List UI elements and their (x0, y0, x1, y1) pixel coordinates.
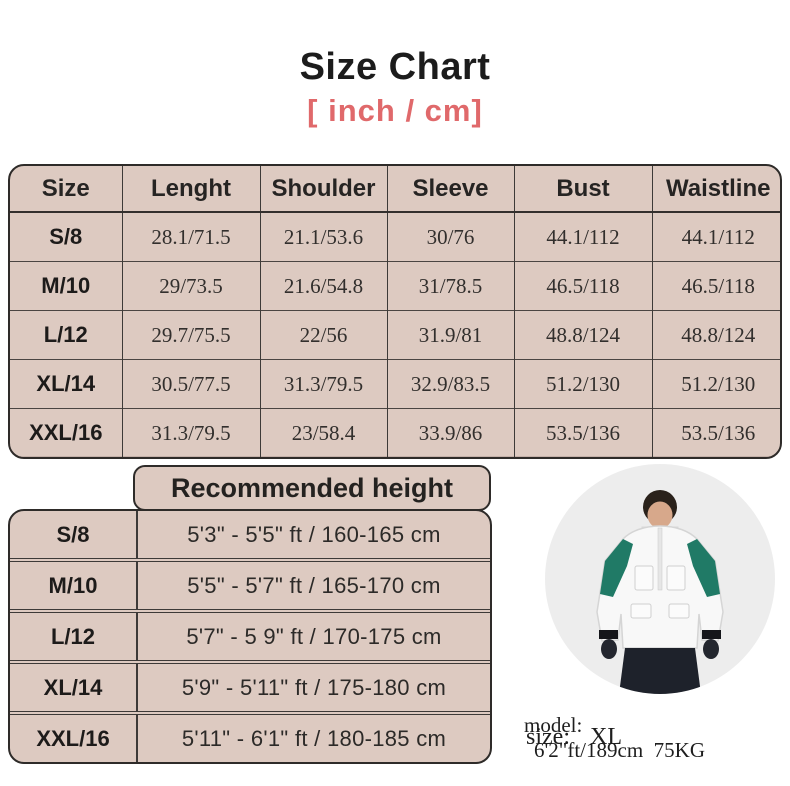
table-row: XL/14 5'9" - 5'11" ft / 175-180 cm (10, 662, 490, 713)
shoulder-cell: 22/56 (260, 310, 388, 360)
sleeve-cell: 31/78.5 (387, 261, 515, 311)
column-header-waistline: Waistline (666, 174, 771, 202)
bust-cell: 44.1/112 (514, 212, 653, 262)
table-row: S/8 28.1/71.5 21.1/53.6 30/76 44.1/112 4… (10, 212, 780, 262)
table-row: XL/14 30.5/77.5 31.3/79.5 32.9/83.5 51.2… (10, 359, 780, 409)
height-cell: 5'9" - 5'11" ft / 175-180 cm (181, 674, 447, 700)
waistline-cell: 46.5/118 (681, 273, 755, 298)
waistline-cell: 53.5/136 (681, 420, 756, 445)
bust-cell: 46.5/118 (514, 261, 653, 311)
height-cell: 5'5" - 5'7" ft / 165-170 cm (187, 572, 441, 598)
size-cell: XXL/16 (10, 713, 138, 762)
sleeve-cell: 30/76 (387, 212, 515, 262)
height-cell: 5'11" - 6'1" ft / 180-185 cm (181, 725, 447, 751)
shoulder-cell: 21.1/53.6 (260, 212, 388, 262)
length-cell: 29/73.5 (122, 261, 261, 311)
model-photo (545, 464, 775, 694)
size-cell: XXL/16 (10, 408, 123, 457)
sleeve-cell: 32.9/83.5 (387, 359, 515, 409)
bust-cell: 53.5/136 (514, 408, 653, 457)
height-cell: 5'7" - 5 9" ft / 170-175 cm (186, 623, 442, 649)
size-label: size: (526, 724, 570, 750)
model-photo-illustration (546, 465, 774, 694)
shoulder-cell: 23/58.4 (260, 408, 388, 457)
table-row: XXL/16 5'11" - 6'1" ft / 180-185 cm (10, 713, 490, 762)
model-caption: model: 6'2"ft/189cm 75KG (503, 688, 705, 786)
recommended-height-header: Recommended height (133, 465, 491, 511)
units-subtitle: [ inch / cm] (307, 93, 483, 128)
size-cell: XL/14 (10, 662, 138, 713)
size-cell: S/8 (10, 511, 138, 560)
size-cell: L/12 (10, 611, 138, 662)
size-value: XL (589, 724, 622, 750)
length-cell: 29.7/75.5 (122, 310, 261, 360)
length-cell: 28.1/71.5 (122, 212, 261, 262)
table-row: L/12 29.7/75.5 22/56 31.9/81 48.8/124 48… (10, 310, 780, 360)
sleeve-cell: 31.9/81 (387, 310, 515, 360)
size-measurements-table: Size Lenght Shoulder Sleeve Bust Waistli… (8, 164, 782, 459)
column-header-length: Lenght (122, 166, 261, 212)
size-cell: M/10 (10, 560, 138, 611)
model-size-caption: size: XL (526, 724, 622, 751)
table-row: S/8 5'3" - 5'5" ft / 160-165 cm (10, 511, 490, 560)
model-label: model: (524, 713, 583, 737)
height-cell: 5'3" - 5'5" ft / 160-165 cm (187, 521, 441, 547)
column-header-shoulder: Shoulder (260, 166, 388, 212)
header-row: Size Lenght Shoulder Sleeve Bust Waistli… (10, 166, 780, 212)
size-cell: M/10 (10, 261, 123, 311)
waistline-cell: 48.8/124 (681, 322, 756, 347)
column-header-size: Size (10, 166, 123, 212)
table-row: XXL/16 31.3/79.5 23/58.4 33.9/86 53.5/13… (10, 408, 780, 457)
bust-cell: 51.2/130 (514, 359, 653, 409)
size-cell: S/8 (10, 212, 123, 262)
sleeve-cell: 33.9/86 (387, 408, 515, 457)
recommended-height-table: S/8 5'3" - 5'5" ft / 160-165 cm M/10 5'5… (8, 509, 492, 764)
length-cell: 31.3/79.5 (122, 408, 261, 457)
column-header-bust: Bust (514, 166, 653, 212)
model-value: 6'2"ft/189cm 75KG (534, 738, 706, 762)
column-header-sleeve: Sleeve (387, 166, 515, 212)
waistline-cell: 51.2/130 (681, 371, 756, 396)
shoulder-cell: 21.6/54.8 (260, 261, 388, 311)
bust-cell: 48.8/124 (514, 310, 653, 360)
size-cell: XL/14 (10, 359, 123, 409)
size-cell: L/12 (10, 310, 123, 360)
page-title: Size Chart (299, 46, 491, 88)
shoulder-cell: 31.3/79.5 (260, 359, 388, 409)
table-row: M/10 29/73.5 21.6/54.8 31/78.5 46.5/118 … (10, 261, 780, 311)
table-row: L/12 5'7" - 5 9" ft / 170-175 cm (10, 611, 490, 662)
table-row: M/10 5'5" - 5'7" ft / 165-170 cm (10, 560, 490, 611)
waistline-cell: 44.1/112 (681, 224, 755, 249)
length-cell: 30.5/77.5 (122, 359, 261, 409)
